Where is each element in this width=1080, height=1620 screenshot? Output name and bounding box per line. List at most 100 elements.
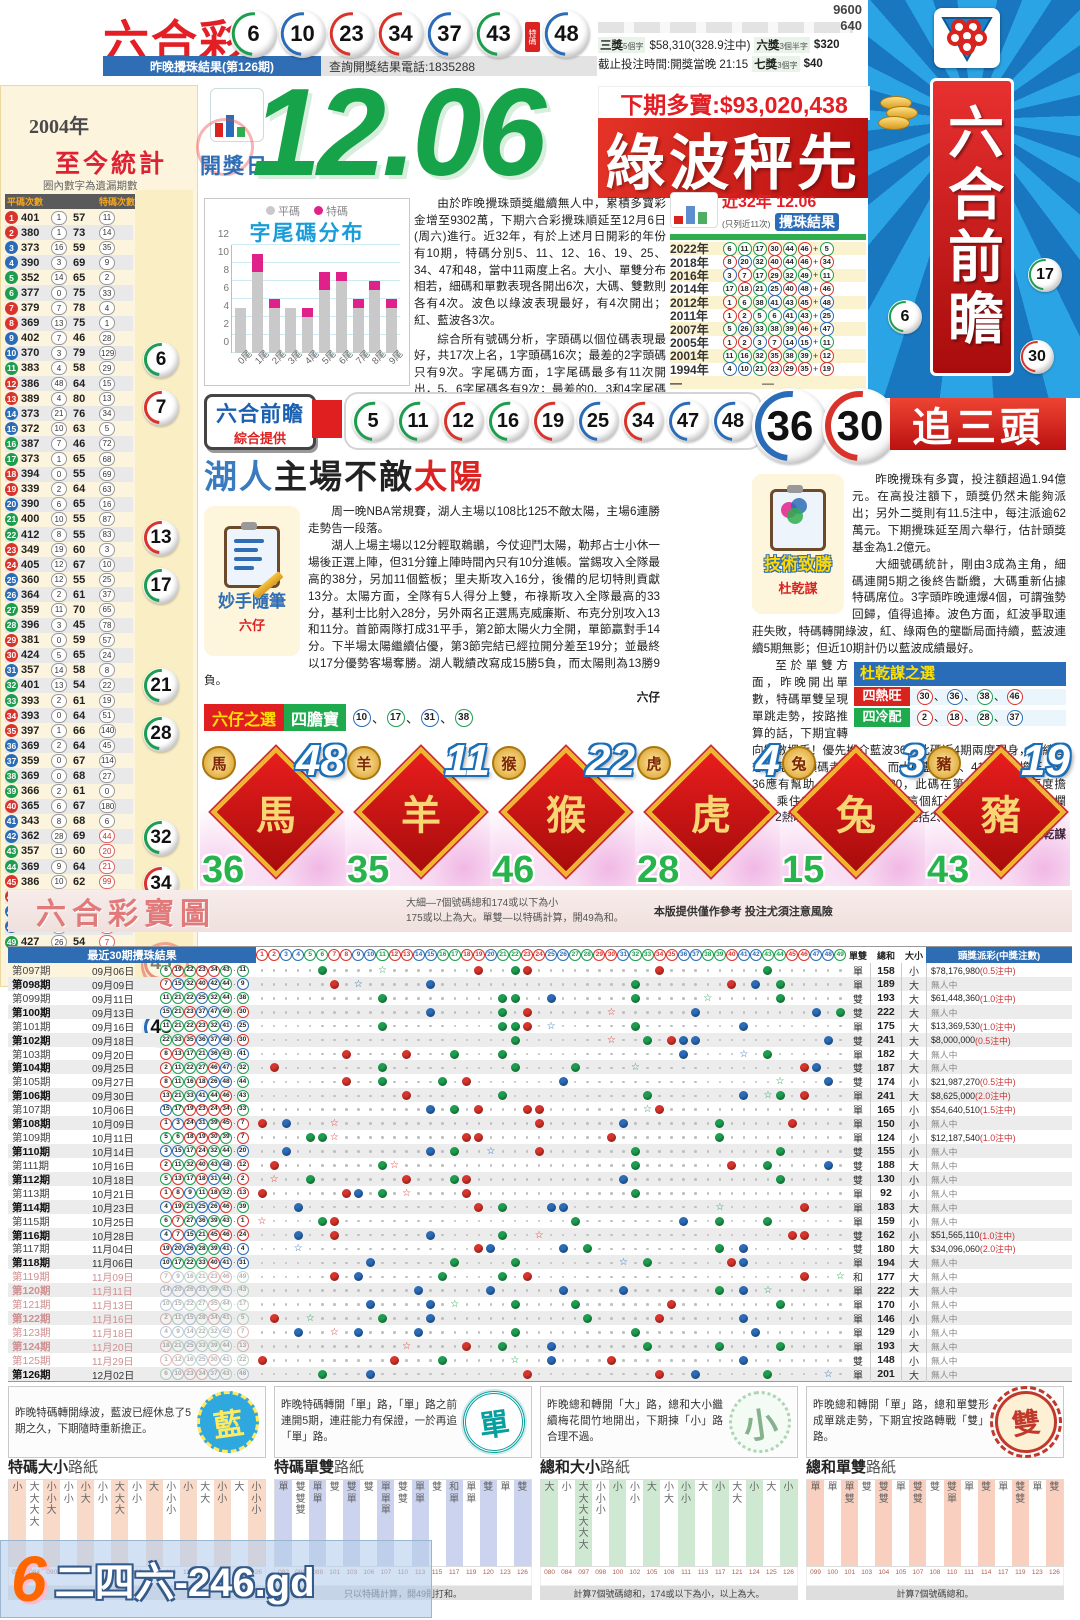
draw-date: 11月04日: [92, 1245, 134, 1257]
matrix-cell: [497, 1039, 509, 1042]
circled-number: 28: [196, 1312, 208, 1325]
matrix-cell: [581, 1289, 593, 1292]
road-char: 大: [698, 1482, 709, 1493]
lottery-ball: 10: [279, 10, 326, 58]
matrix-cell: [389, 969, 401, 972]
matrix-cell: [485, 1331, 497, 1334]
lottery-ball: 11: [397, 400, 439, 442]
matrix-cell: [473, 1150, 485, 1153]
matrix-cell: [401, 997, 413, 1000]
matrix-cell: [413, 1178, 425, 1181]
matrix-cell: [654, 1303, 666, 1306]
matrix-cell: [497, 1262, 509, 1265]
road-column: 小小小: [592, 1480, 609, 1566]
matrix-cell: [642, 997, 654, 1000]
number-dot-matrix: [256, 1214, 846, 1229]
road-column: 單: [892, 1480, 909, 1566]
axis-number: 16: [436, 949, 449, 961]
matrix-cell: [581, 1234, 593, 1237]
matrix-cell: [413, 1303, 425, 1306]
matrix-cell: [473, 1289, 485, 1292]
col-total: 總和: [876, 950, 895, 961]
matrix-cell: [497, 1373, 509, 1376]
stats-table-header: 平碼次數 特碼次數: [5, 194, 137, 209]
circled-number: 6: [160, 964, 172, 977]
matrix-cell: [726, 1234, 738, 1237]
matrix-cell: [666, 1220, 678, 1223]
road-char: 大: [578, 1493, 589, 1505]
road-char: 小: [629, 1493, 640, 1505]
matrix-cell: [642, 1373, 654, 1376]
matrix-cell: [425, 969, 437, 972]
first-prize: 無人中: [926, 1297, 1072, 1313]
matrix-cell: [461, 1067, 473, 1070]
matrix-cell: [617, 1276, 629, 1279]
circled-number: 15: [160, 1103, 172, 1116]
circled-number: 22: [184, 1256, 196, 1269]
matrix-cell: [786, 1178, 798, 1181]
draw-date: 09月13日: [92, 1008, 135, 1020]
road-char: 單: [844, 1482, 855, 1493]
col-size: 大小: [904, 950, 923, 961]
matrix-cell: [726, 1039, 738, 1042]
circled-number: 11: [737, 241, 752, 256]
sum-total: 188: [870, 1157, 902, 1173]
separator: 、: [406, 711, 420, 726]
matrix-cell: [449, 1039, 461, 1042]
first-prize: 無人中: [926, 1338, 1072, 1354]
matrix-cell: [340, 1067, 352, 1070]
circled-number: 44: [220, 1173, 232, 1186]
stats-row: 33 393 2 61 19: [5, 693, 133, 708]
period-number: 099: [810, 1569, 821, 1576]
marksix-logo-icon: [934, 8, 1000, 68]
matrix-cell: [461, 1342, 473, 1351]
matrix-cell: [605, 1303, 617, 1306]
road-char: 單: [895, 1482, 906, 1493]
circled-number: 27: [196, 1061, 208, 1074]
matrix-cell: [292, 1243, 304, 1254]
circled-number: 22: [184, 964, 196, 977]
matrix-cell: [726, 1095, 738, 1098]
matrix-cell: [605, 1356, 617, 1365]
matrix-cell: [834, 1067, 846, 1070]
draw-period: 第123期: [12, 1326, 51, 1339]
matrix-cell: [545, 1220, 557, 1223]
matrix-cell: [292, 983, 304, 986]
ping-miss: 0: [51, 753, 73, 768]
matrix-cell: [364, 1359, 376, 1362]
lottery-ball: 17: [143, 568, 179, 604]
draw-numbers: 2 11 15 28 34 41 · 5: [160, 1312, 256, 1325]
road-char: 小: [166, 1482, 177, 1493]
matrix-cell: [726, 1136, 738, 1139]
matrix-cell: [256, 1164, 268, 1167]
matrix-cell: [786, 1303, 798, 1306]
matrix-cell: [328, 1289, 340, 1292]
matrix-cell: [473, 1331, 485, 1334]
ball-number: 19: [5, 482, 18, 496]
matrix-cell: [822, 1150, 834, 1153]
matrix-cell: [328, 1053, 340, 1056]
road-char: 雙: [1015, 1482, 1026, 1493]
circled-number: 19: [184, 1103, 196, 1116]
matrix-cell: [654, 1359, 666, 1362]
road-char: 雙: [363, 1482, 374, 1493]
matrix-cell: [473, 1081, 485, 1084]
matrix-cell: [678, 1108, 690, 1111]
matrix-cell: [726, 1206, 738, 1209]
circled-number: 12: [236, 1159, 249, 1172]
te-miss: 99: [99, 874, 123, 889]
matrix-cell: [702, 983, 714, 986]
sum-total: 129: [870, 1324, 902, 1340]
matrix-cell: [678, 983, 690, 986]
period-number: 124: [748, 1569, 760, 1576]
circled-number: 21: [172, 992, 184, 1005]
matrix-cell: [762, 1359, 774, 1362]
road-column: 小: [558, 1480, 575, 1566]
matrix-cell: [340, 1345, 352, 1348]
separator: ·: [233, 1049, 236, 1059]
stats-row: 24 405 12 67 10: [5, 557, 133, 573]
matrix-cell: [497, 1231, 509, 1240]
lottery-ball: 30: [1020, 340, 1054, 374]
matrix-cell: [328, 1108, 340, 1111]
lottery-ball: 19: [532, 400, 574, 442]
